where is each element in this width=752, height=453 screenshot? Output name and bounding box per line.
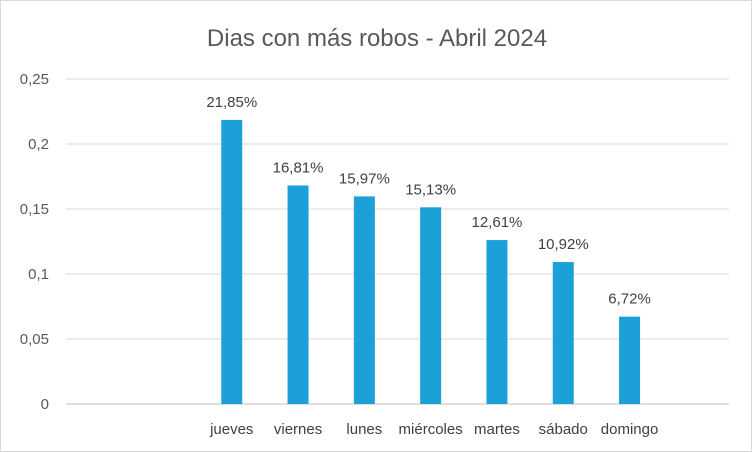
y-tick-label: 0,1 (28, 266, 49, 283)
x-category-label: domingo (601, 421, 659, 438)
bar-value-label: 12,61% (472, 214, 523, 231)
bar (619, 316, 641, 404)
data-labels: 21,85% 16,81% 15,97% 15,13% 12,61% 10,92% 6,72… (206, 94, 651, 308)
bar (420, 207, 442, 404)
x-category-label: miércoles (399, 421, 463, 438)
bar-value-label: 21,85% (206, 94, 257, 111)
bar-value-label: 16,81% (273, 159, 324, 176)
bars (221, 119, 641, 404)
bar (552, 262, 574, 404)
x-category-label: sábado (539, 421, 588, 438)
x-category-label: jueves (209, 421, 253, 438)
y-tick-label: 0,15 (20, 201, 49, 218)
x-category-label: viernes (274, 421, 322, 438)
bar (287, 185, 309, 404)
x-category-label: martes (474, 421, 520, 438)
y-tick-label: 0,05 (20, 331, 49, 348)
y-tick-label: 0,25 (20, 71, 49, 88)
bar-value-label: 6,72% (608, 291, 651, 308)
chart-title: Dias con más robos - Abril 2024 (207, 25, 547, 52)
y-tick-label: 0 (41, 396, 49, 413)
bar-value-label: 15,97% (339, 170, 390, 187)
x-category-label: lunes (346, 421, 382, 438)
bar-value-label: 10,92% (538, 236, 589, 253)
bar (353, 196, 375, 404)
bar (221, 119, 243, 404)
bar (486, 240, 508, 404)
y-axis-ticks: 0 0,05 0,1 0,15 0,2 0,25 (20, 71, 49, 413)
bar-value-label: 15,13% (405, 181, 456, 198)
gridlines (66, 78, 729, 405)
x-axis-categories: jueves viernes lunes miércoles martes sábado d… (209, 421, 658, 438)
y-tick-label: 0,2 (28, 136, 49, 153)
